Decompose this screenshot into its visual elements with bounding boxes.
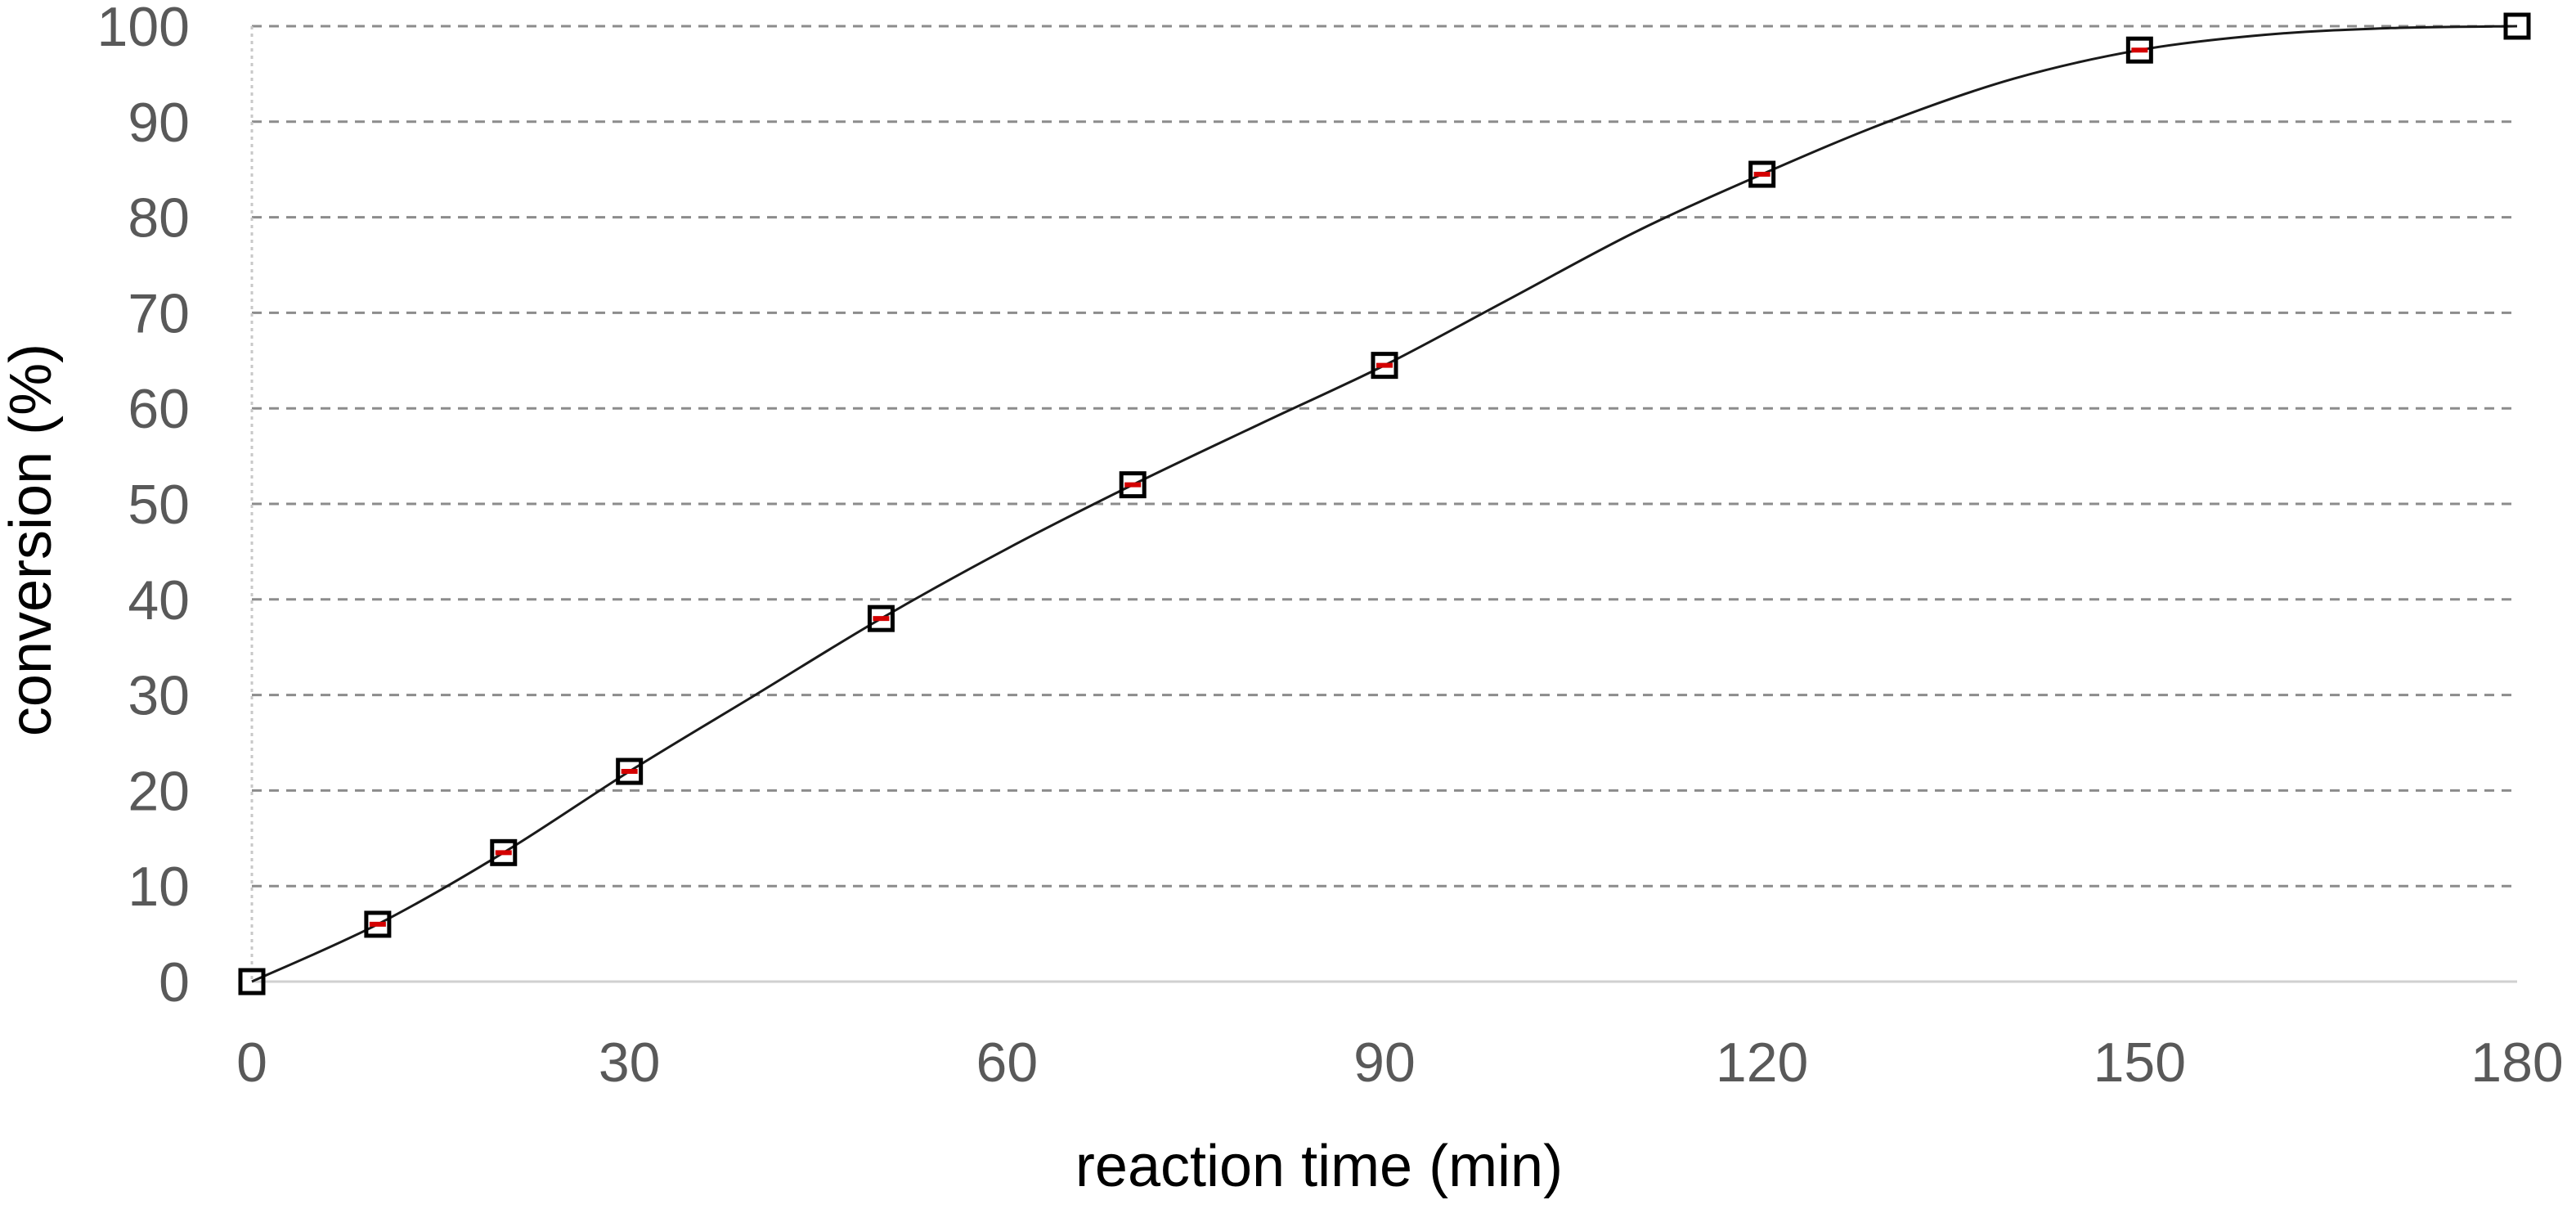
x-tick-label: 180: [2471, 1031, 2563, 1094]
x-axis-title: reaction time (min): [1075, 1134, 1563, 1199]
y-tick-label: 20: [128, 760, 190, 822]
data-point: [1748, 160, 1776, 188]
y-tick-label: 10: [128, 856, 190, 918]
square-marker: [1748, 160, 1776, 188]
x-tick-label: 150: [2094, 1031, 2186, 1094]
y-tick-label: 0: [159, 951, 190, 1013]
square-marker: [238, 968, 266, 996]
y-tick-label: 40: [128, 569, 190, 631]
square-marker: [616, 757, 644, 785]
y-tick-label: 30: [128, 665, 190, 727]
data-point: [616, 757, 644, 785]
gridlines: [252, 25, 2517, 888]
x-tick-label: 0: [236, 1031, 267, 1094]
x-tick-label: 60: [976, 1031, 1039, 1094]
square-marker: [490, 838, 518, 866]
y-tick-label: 100: [97, 0, 190, 58]
data-point: [2125, 36, 2153, 64]
y-tick-label: 60: [128, 378, 190, 440]
y-tick-label: 50: [128, 474, 190, 536]
data-points: [238, 12, 2531, 996]
axes: [250, 26, 2517, 983]
x-tick-label: 90: [1353, 1031, 1416, 1094]
square-marker: [2503, 12, 2531, 40]
x-tick-label: 30: [599, 1031, 661, 1094]
y-tick-label: 80: [128, 187, 190, 249]
square-marker: [2125, 36, 2153, 64]
tick-labels: 0 10 20 30 40 50 60 70 80 90 100 0 30 60 90 120 150 180: [97, 0, 2564, 1094]
data-point: [1119, 471, 1147, 499]
data-point: [867, 604, 895, 632]
x-tick-label: 120: [1716, 1031, 1808, 1094]
square-marker: [364, 910, 392, 938]
square-marker: [1371, 352, 1398, 380]
data-point: [490, 838, 518, 866]
data-point: [2503, 12, 2531, 40]
y-tick-label: 90: [128, 92, 190, 154]
data-point: [238, 968, 266, 996]
square-marker: [1119, 471, 1147, 499]
y-axis-title: conversion (%): [0, 344, 64, 736]
square-marker: [867, 604, 895, 632]
y-tick-label: 70: [128, 282, 190, 344]
data-point: [364, 910, 392, 938]
data-point: [1371, 352, 1398, 380]
